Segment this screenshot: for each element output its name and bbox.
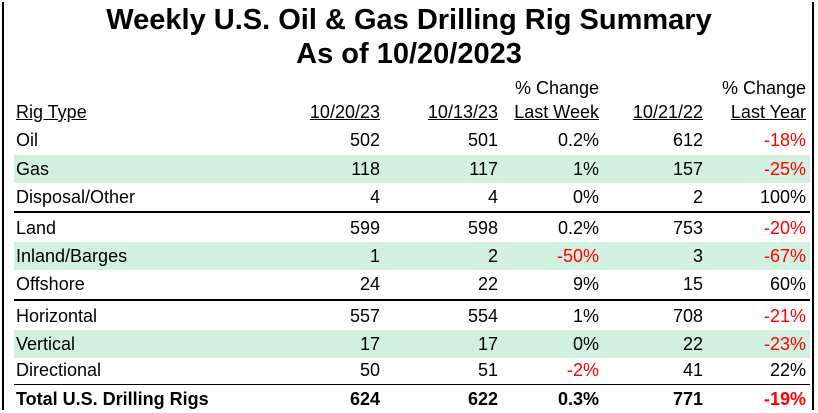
table-row: Gas 118 117 1% 157 -25% [14, 155, 810, 183]
year-change-cell: -18% [763, 130, 806, 150]
current-count-cell: 24 [359, 274, 380, 294]
prev-week-count-cell: 117 [469, 159, 498, 179]
header-rig-type: Rig Type [16, 102, 87, 122]
total-prev-year-cell: 771 [672, 389, 703, 409]
rig-type-cell: Inland/Barges [16, 246, 128, 266]
rig-type-cell: Oil [16, 130, 38, 150]
week-change-cell: 1% [572, 306, 599, 326]
current-count-cell: 557 [349, 306, 380, 326]
header-date-prev-week: 10/13/23 [427, 102, 498, 122]
week-change-cell: 0.2% [557, 130, 599, 150]
week-change-cell: 0% [572, 334, 599, 354]
section-divider [14, 299, 810, 301]
current-count-cell: 4 [369, 187, 380, 207]
section-divider [14, 211, 810, 213]
total-row: Total U.S. Drilling Rigs 624 622 0.3% 77… [14, 385, 810, 413]
week-change-cell: 0% [572, 187, 599, 207]
rig-type-cell: Directional [16, 360, 102, 380]
page-subtitle: As of 10/20/2023 [296, 38, 522, 70]
week-change-cell: 0.2% [557, 218, 599, 238]
current-count-cell: 599 [349, 218, 380, 238]
prev-week-count-cell: 501 [467, 130, 498, 150]
week-change-cell: -2% [566, 360, 599, 380]
current-count-cell: 50 [359, 360, 380, 380]
prev-year-count-cell: 41 [682, 360, 703, 380]
prev-year-count-cell: 15 [682, 274, 703, 294]
week-change-cell: 9% [572, 274, 599, 294]
table-row: Offshore 24 22 9% 15 60% [14, 270, 810, 298]
total-year-change-cell: -19% [763, 389, 806, 409]
prev-year-count-cell: 708 [672, 306, 703, 326]
rig-type-cell: Horizontal [16, 306, 98, 326]
current-count-cell: 1 [369, 246, 380, 266]
year-change-cell: 60% [769, 274, 806, 294]
header-date-current: 10/20/23 [309, 102, 380, 122]
total-week-change-cell: 0.3% [557, 389, 599, 409]
header-date-prev-year: 10/21/22 [632, 102, 703, 122]
table-row: Directional 50 51 -2% 41 22% [14, 356, 810, 384]
rig-type-cell: Offshore [16, 274, 85, 294]
header-change-week: Last Week [514, 102, 599, 122]
prev-year-count-cell: 753 [672, 218, 703, 238]
year-change-cell: 100% [759, 187, 806, 207]
total-current-cell: 624 [349, 389, 380, 409]
header-change-week-top: % Change [514, 78, 599, 98]
prev-year-count-cell: 2 [692, 187, 703, 207]
total-label: Total U.S. Drilling Rigs [16, 389, 209, 409]
rig-type-cell: Gas [16, 159, 50, 179]
rig-type-cell: Land [16, 218, 57, 238]
prev-week-count-cell: 22 [477, 274, 498, 294]
year-change-cell: -23% [763, 334, 806, 354]
table-row: Horizontal 557 554 1% 708 -21% [14, 302, 810, 330]
prev-week-count-cell: 2 [487, 246, 498, 266]
year-change-cell: -25% [763, 159, 806, 179]
year-change-cell: -67% [763, 246, 806, 266]
week-change-cell: -50% [556, 246, 599, 266]
prev-week-count-cell: 598 [467, 218, 498, 238]
prev-week-count-cell: 17 [477, 334, 498, 354]
table-row: Oil 502 501 0.2% 612 -18% [14, 126, 810, 154]
year-change-cell: -21% [763, 306, 806, 326]
year-change-cell: -20% [763, 218, 806, 238]
prev-year-count-cell: 612 [672, 130, 703, 150]
prev-year-count-cell: 3 [692, 246, 703, 266]
prev-year-count-cell: 157 [672, 159, 703, 179]
table-row: Land 599 598 0.2% 753 -20% [14, 214, 810, 242]
total-prev-week-cell: 622 [467, 389, 498, 409]
table-row: Inland/Barges 1 2 -50% 3 -67% [14, 242, 810, 270]
header-change-year: Last Year [730, 102, 806, 122]
table-row: Vertical 17 17 0% 22 -23% [14, 330, 810, 358]
week-change-cell: 1% [572, 159, 599, 179]
year-change-cell: 22% [769, 360, 806, 380]
header-change-year-top: % Change [721, 78, 806, 98]
prev-year-count-cell: 22 [682, 334, 703, 354]
table-row: Disposal/Other 4 4 0% 2 100% [14, 183, 810, 211]
current-count-cell: 502 [349, 130, 380, 150]
rig-type-cell: Disposal/Other [16, 187, 136, 207]
total-divider [14, 384, 810, 385]
page-title: Weekly U.S. Oil & Gas Drilling Rig Summa… [106, 4, 712, 36]
current-count-cell: 17 [359, 334, 380, 354]
prev-week-count-cell: 554 [467, 306, 498, 326]
rig-type-cell: Vertical [16, 334, 76, 354]
current-count-cell: 118 [351, 159, 380, 179]
prev-week-count-cell: 4 [487, 187, 498, 207]
prev-week-count-cell: 51 [477, 360, 498, 380]
